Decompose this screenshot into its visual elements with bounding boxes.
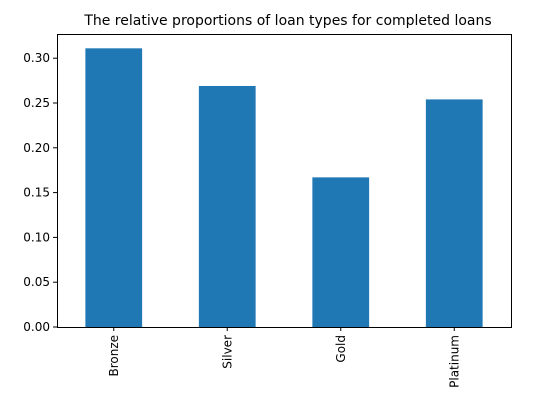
- bar-platinum: [425, 99, 483, 327]
- plot-frame: [57, 34, 512, 328]
- x-tick-label-platinum: Platinum: [447, 335, 461, 388]
- x-tick-label-silver: Silver: [220, 335, 234, 369]
- chart-title: The relative proportions of loan types f…: [83, 13, 491, 29]
- x-axis: Bronze Silver Gold Platinum: [107, 327, 461, 388]
- bars-layer: [85, 48, 483, 327]
- y-tick-label: 0.15: [23, 186, 50, 200]
- y-tick-label: 0.25: [23, 96, 50, 110]
- bar-gold: [312, 177, 370, 327]
- y-tick-label: 0.20: [23, 141, 50, 155]
- bar-silver: [198, 85, 256, 327]
- y-tick-label: 0.05: [23, 275, 50, 289]
- x-tick-label-gold: Gold: [334, 335, 348, 363]
- y-tick-label: 0.30: [23, 51, 50, 65]
- y-tick-label: 0.10: [23, 230, 50, 244]
- y-axis: 0.00 0.05 0.10 0.15 0.20 0.25 0.30: [23, 51, 57, 334]
- y-tick-label: 0.00: [23, 320, 50, 334]
- bar-bronze: [85, 48, 143, 327]
- x-tick-label-bronze: Bronze: [107, 335, 121, 377]
